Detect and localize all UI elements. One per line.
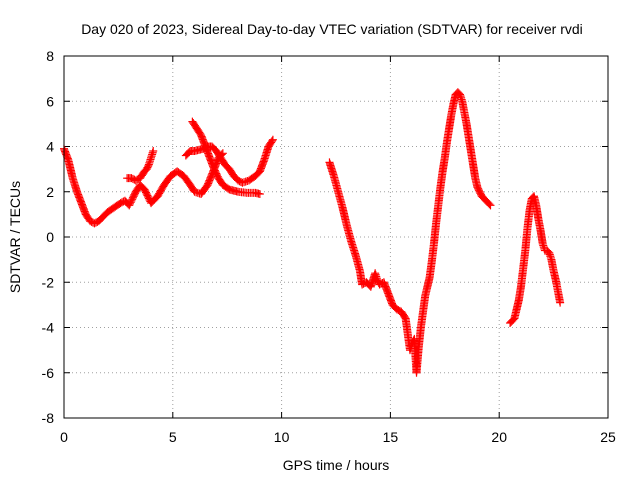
data-series-1 (60, 144, 227, 228)
chart-title: Day 020 of 2023, Sidereal Day-to-day VTE… (81, 21, 583, 37)
data-point (268, 137, 277, 146)
data-point (556, 298, 565, 307)
y-tick-label: 8 (46, 48, 54, 64)
data-series-4 (181, 135, 277, 187)
data-points (60, 88, 565, 377)
data-series-3 (188, 117, 264, 199)
data-point (485, 200, 494, 209)
x-tick-label: 15 (383, 429, 399, 445)
data-point (268, 135, 277, 144)
x-tick-label: 5 (169, 429, 177, 445)
y-tick-label: 4 (46, 139, 54, 155)
data-series-5 (325, 88, 495, 377)
y-tick-label: 2 (46, 184, 54, 200)
y-tick-label: 0 (46, 229, 54, 245)
x-tick-label: 20 (491, 429, 507, 445)
y-tick-label: -6 (42, 365, 55, 381)
y-axis-label: SDTVAR / TECUs (7, 181, 23, 293)
x-tick-label: 0 (60, 429, 68, 445)
data-point (255, 190, 264, 199)
axis-ticks: 0 5 10 15 20 25 -8 -6 -4 -2 0 2 4 6 8 (42, 48, 616, 445)
x-axis-label: GPS time / hours (283, 457, 390, 473)
y-tick-label: -2 (42, 274, 55, 290)
x-tick-label: 25 (600, 429, 616, 445)
data-point (149, 147, 158, 156)
y-tick-label: -4 (42, 320, 55, 336)
data-point (486, 201, 495, 210)
y-tick-label: 6 (46, 93, 54, 109)
y-tick-label: -8 (42, 410, 55, 426)
x-tick-label: 10 (274, 429, 290, 445)
data-series-6 (506, 192, 565, 327)
data-series-2 (123, 147, 158, 185)
plot-frame (63, 55, 609, 419)
